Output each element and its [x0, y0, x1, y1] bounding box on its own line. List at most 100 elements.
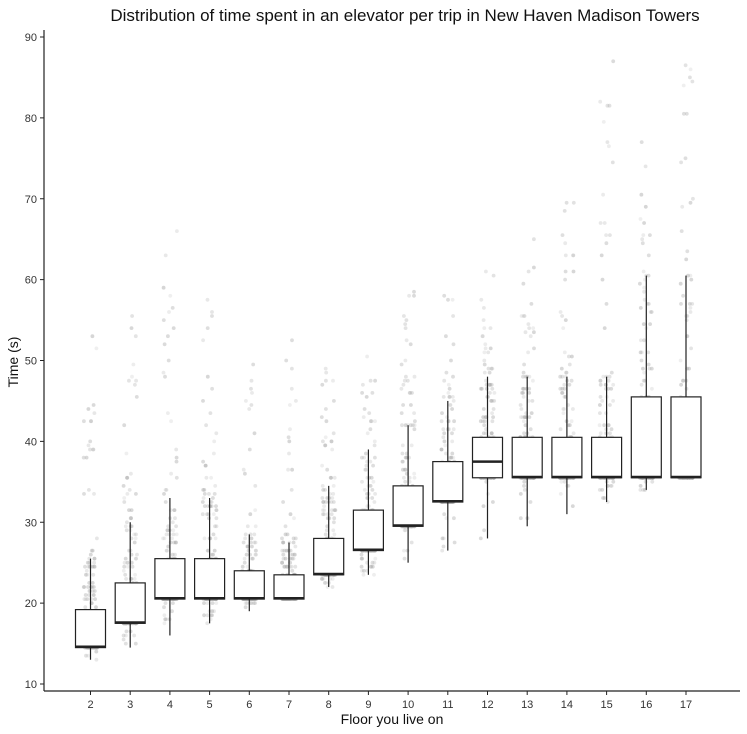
jitter-point: [402, 314, 406, 318]
jitter-point: [639, 192, 644, 197]
jitter-point: [528, 334, 533, 339]
jitter-point: [523, 374, 528, 379]
jitter-point: [373, 556, 378, 561]
jitter-point: [289, 386, 294, 391]
jitter-point: [251, 601, 256, 605]
jitter-point: [638, 306, 643, 310]
jitter-point: [407, 391, 412, 395]
jitter-point: [205, 374, 210, 379]
jitter-point: [640, 237, 645, 242]
jitter-point: [364, 451, 368, 456]
jitter-point: [92, 585, 96, 589]
jitter-point: [486, 395, 491, 399]
jitter-point: [444, 334, 448, 339]
jitter-point: [210, 310, 214, 314]
jitter-point: [129, 326, 134, 330]
jitter-point: [451, 314, 455, 318]
jitter-point: [205, 621, 210, 626]
jitter-point: [518, 492, 523, 496]
jitter-point: [561, 407, 566, 411]
jitter-point: [408, 391, 413, 395]
jitter-point: [210, 609, 215, 614]
jitter-point: [84, 653, 88, 658]
jitter-point: [404, 455, 409, 460]
jitter-point: [491, 407, 496, 411]
jitter-point: [214, 524, 219, 529]
jitter-point: [649, 366, 654, 371]
jitter-point: [171, 528, 176, 533]
jitter-point: [214, 516, 219, 521]
jitter-point: [84, 568, 89, 573]
jitter-point: [211, 532, 216, 537]
jitter-point: [87, 593, 91, 597]
jitter-point: [482, 370, 487, 375]
jitter-point: [163, 374, 167, 379]
jitter-point: [283, 532, 288, 537]
jitter-point: [606, 378, 611, 383]
jitter-point: [284, 548, 289, 553]
jitter-point: [688, 310, 693, 314]
jitter-point: [280, 560, 284, 565]
jitter-point: [523, 415, 527, 419]
jitter-point: [329, 475, 334, 480]
jitter-point: [164, 488, 169, 492]
jitter-point: [169, 471, 174, 476]
jitter-point: [638, 488, 643, 492]
jitter-point: [286, 435, 291, 440]
jitter-point: [567, 362, 572, 367]
jitter-point: [685, 249, 690, 254]
jitter-point: [569, 419, 574, 424]
jitter-point: [281, 552, 285, 557]
jitter-point: [400, 459, 405, 464]
jitter-point: [682, 111, 686, 116]
jitter-point: [413, 419, 417, 424]
jitter-point: [447, 395, 452, 399]
jitter-point: [253, 484, 258, 488]
jitter-point: [121, 637, 126, 642]
jitter-point: [163, 488, 168, 492]
jitter-point: [244, 399, 248, 403]
jitter-point: [609, 386, 614, 391]
box-floor-10: [392, 425, 424, 563]
jitter-point: [445, 415, 449, 419]
jitter-point: [253, 508, 258, 512]
jitter-point: [161, 285, 166, 290]
jitter-point: [88, 447, 92, 452]
jitter-point: [526, 322, 531, 326]
jitter-point: [242, 556, 247, 561]
jitter-point: [489, 399, 493, 403]
jitter-point: [571, 407, 575, 411]
jitter-point: [491, 500, 495, 504]
jitter-point: [122, 423, 127, 428]
jitter-point: [162, 342, 167, 347]
iqr-box: [114, 582, 146, 624]
jitter-point: [288, 548, 293, 553]
jitter-point: [639, 338, 643, 343]
jitter-point: [688, 306, 693, 310]
jitter-point: [289, 564, 294, 569]
jitter-point: [291, 540, 296, 545]
jitter-point: [560, 314, 564, 318]
jitter-point: [293, 544, 298, 549]
jitter-point: [210, 601, 215, 605]
jitter-point: [163, 253, 168, 258]
jitter-point: [209, 475, 214, 480]
jitter-point: [85, 560, 90, 565]
jitter-point: [284, 358, 289, 363]
jitter-point: [646, 362, 651, 367]
jitter-point: [519, 407, 524, 411]
jitter-point: [170, 520, 175, 525]
jitter-point: [522, 314, 527, 318]
jitter-point: [441, 536, 446, 541]
jitter-point: [126, 378, 131, 383]
jitter-point: [480, 334, 485, 339]
jitter-point: [95, 536, 99, 541]
jitter-point: [412, 411, 416, 415]
jitter-point: [606, 423, 611, 428]
jitter-point: [412, 471, 417, 476]
jitter-point: [205, 326, 210, 330]
jitter-point: [521, 391, 525, 395]
jitter-point: [373, 455, 377, 460]
jitter-point: [213, 536, 218, 541]
jitter-point: [323, 366, 328, 371]
